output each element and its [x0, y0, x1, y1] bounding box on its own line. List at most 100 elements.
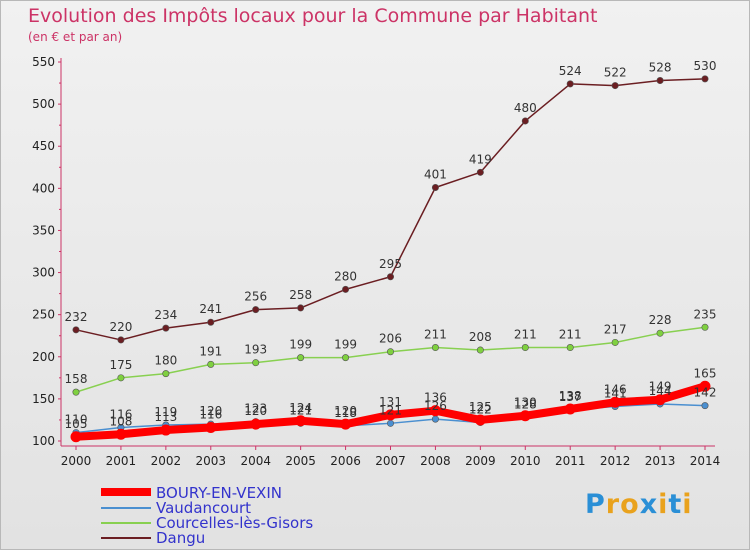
data-point [385, 409, 396, 421]
y-tick-label: 300 [32, 266, 55, 280]
data-point [205, 422, 217, 434]
x-tick-label: 2004 [240, 454, 271, 468]
data-label: 119 [154, 405, 177, 419]
data-label: 480 [514, 101, 537, 115]
data-point [342, 354, 350, 362]
data-label: 142 [694, 386, 717, 400]
logo-letter: P [585, 489, 606, 520]
data-label: 419 [469, 152, 492, 166]
x-tick-label: 2008 [420, 454, 451, 468]
y-tick-label: 150 [32, 392, 55, 406]
x-tick-label: 2011 [555, 454, 586, 468]
data-label: 530 [694, 59, 717, 73]
data-point [699, 380, 711, 392]
data-point [252, 306, 260, 314]
data-point [611, 338, 619, 346]
data-label: 121 [379, 403, 402, 417]
y-tick-label: 200 [32, 350, 55, 364]
data-label: 123 [244, 402, 267, 416]
data-point [207, 318, 215, 326]
data-point [117, 374, 125, 382]
axes: 100 150 200 250 300 350 400 450 500 550 2000 2001 20… [32, 55, 720, 468]
data-label: 199 [334, 338, 357, 352]
data-label: 124 [289, 401, 312, 415]
data-point [701, 323, 709, 331]
series-boury-en-vexin [70, 380, 711, 443]
data-label: 524 [559, 64, 582, 78]
chart-subtitle: (en € et par an) [28, 30, 123, 44]
y-tick-label: 350 [32, 223, 55, 237]
x-tick-label: 2005 [285, 454, 316, 468]
data-label: 128 [514, 397, 537, 411]
data-label: 206 [379, 332, 402, 346]
series-line [75, 78, 706, 341]
data-point [340, 418, 352, 430]
data-label: 211 [424, 328, 447, 342]
x-tick-label: 2002 [151, 454, 182, 468]
data-label: 116 [109, 408, 132, 422]
data-point [519, 410, 531, 422]
data-point [566, 344, 574, 352]
data-point [70, 431, 82, 443]
data-label: 258 [289, 288, 312, 302]
x-tick-label: 2014 [690, 454, 721, 468]
x-tick-label: 2007 [375, 454, 406, 468]
series-dangu [72, 75, 709, 344]
legend-label: BOURY-EN-VEXIN [156, 484, 282, 502]
legend-swatch [101, 507, 151, 509]
data-point [386, 273, 394, 281]
data-label: 138 [559, 389, 582, 403]
data-point [701, 402, 709, 410]
data-label: 165 [694, 366, 717, 380]
data-label: 193 [244, 343, 267, 357]
y-tick-label: 450 [32, 139, 55, 153]
data-point [431, 183, 439, 191]
data-point [162, 370, 170, 378]
series-layer [70, 75, 711, 443]
data-label: 110 [65, 413, 88, 427]
logo-letter: i [682, 489, 693, 520]
data-label: 280 [334, 269, 357, 283]
data-point [162, 324, 170, 332]
data-point [160, 424, 172, 436]
data-point [701, 75, 709, 83]
data-label: 295 [379, 257, 402, 271]
data-label: 256 [244, 290, 267, 304]
data-label: 131 [379, 395, 402, 409]
data-point [611, 82, 619, 90]
legend-label: Courcelles-lès-Gisors [156, 514, 314, 532]
data-point [431, 344, 439, 352]
data-label: 208 [469, 330, 492, 344]
data-point [431, 415, 439, 423]
proxiti-logo: Proxiti [585, 489, 693, 520]
data-point [656, 329, 664, 337]
data-point [297, 304, 305, 312]
data-label: 120 [199, 404, 222, 418]
legend-swatch [101, 488, 151, 496]
data-point [476, 346, 484, 354]
data-label: 137 [559, 390, 582, 404]
legend-label: Dangu [156, 529, 206, 547]
data-label: 120 [334, 404, 357, 418]
data-label: 234 [154, 308, 177, 322]
data-point [521, 117, 529, 125]
logo-letter: i [658, 489, 669, 520]
data-point [386, 348, 394, 356]
data-label: 211 [559, 328, 582, 342]
logo-letter: x [639, 489, 659, 520]
chart-title: Evolution des Impôts locaux pour la Comm… [28, 5, 598, 27]
x-tick-label: 2003 [196, 454, 227, 468]
data-label: 136 [424, 391, 447, 405]
data-point [654, 394, 666, 406]
data-point [429, 405, 441, 417]
data-point [72, 388, 80, 396]
x-tick-label: 2006 [330, 454, 361, 468]
x-tick-label: 2010 [510, 454, 541, 468]
legend-swatch [101, 537, 151, 539]
x-tick-label: 2009 [465, 454, 496, 468]
x-tick-label: 2013 [645, 454, 676, 468]
data-label: 121 [289, 403, 312, 417]
data-label: 228 [649, 313, 672, 327]
data-label: 118 [334, 406, 357, 420]
